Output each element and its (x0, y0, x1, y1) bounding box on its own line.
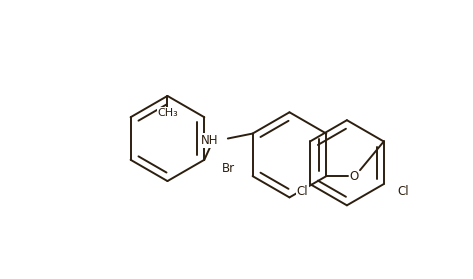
Text: Br: Br (222, 162, 235, 175)
Text: NH: NH (201, 134, 218, 147)
Text: O: O (350, 170, 359, 183)
Text: Cl: Cl (296, 185, 308, 198)
Text: CH₃: CH₃ (157, 108, 178, 118)
Text: Cl: Cl (398, 185, 409, 198)
